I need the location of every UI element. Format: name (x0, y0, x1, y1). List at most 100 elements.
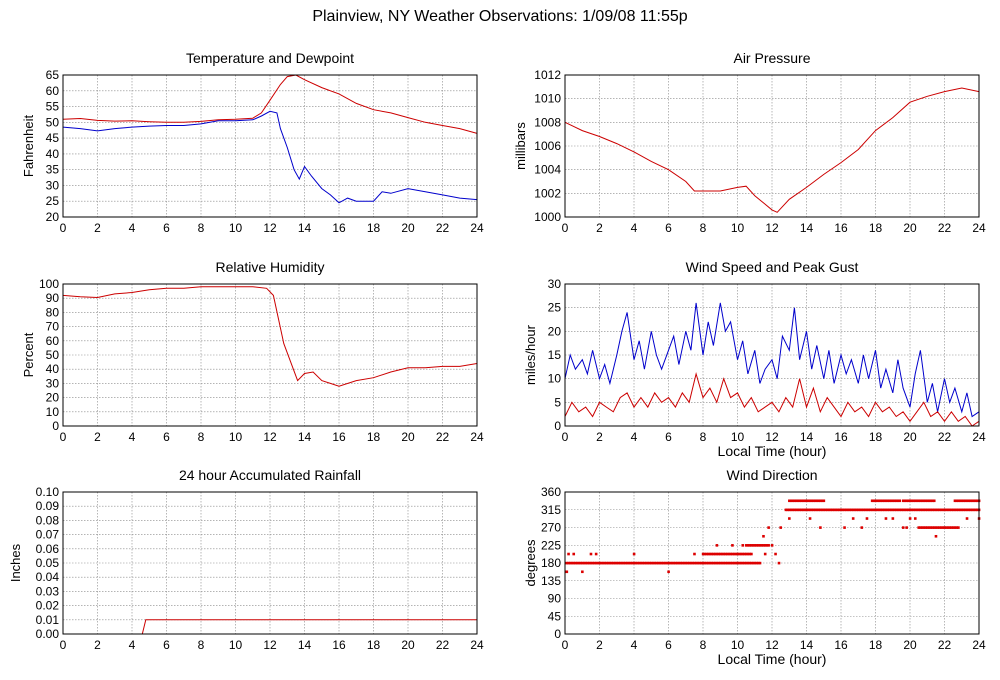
y-tick-label: 5 (554, 395, 561, 409)
data-point (922, 508, 926, 512)
data-point (908, 499, 912, 503)
chart-title: Relative Humidity (216, 259, 325, 275)
data-point (813, 508, 817, 512)
data-point (808, 508, 812, 512)
x-tick-label: 10 (731, 221, 745, 235)
y-axis-label: miles/hour (523, 324, 538, 385)
data-point (596, 561, 600, 565)
data-point (876, 499, 879, 503)
data-point (898, 508, 902, 512)
data-point (746, 552, 750, 556)
data-point (934, 526, 938, 529)
data-point (751, 544, 755, 547)
data-point (625, 561, 629, 565)
y-axis-label: Inches (8, 543, 23, 582)
data-point (872, 508, 876, 512)
data-point (681, 561, 684, 565)
data-point (791, 499, 795, 503)
x-tick-label: 22 (938, 638, 952, 652)
data-point (891, 508, 895, 512)
x-tick-label: 8 (700, 221, 707, 235)
data-point (763, 544, 767, 547)
data-point (926, 508, 929, 512)
data-point (926, 526, 929, 529)
x-tick-label: 22 (436, 638, 450, 652)
data-point (589, 552, 593, 556)
y-tick-label: 20 (46, 391, 60, 405)
data-point (720, 561, 724, 565)
data-point (900, 508, 903, 512)
data-point (667, 561, 670, 565)
data-point (912, 499, 915, 503)
data-point (819, 499, 822, 503)
data-point (637, 561, 641, 565)
x-tick-label: 10 (731, 430, 745, 444)
data-point (600, 561, 603, 565)
data-point (622, 561, 626, 565)
data-point (765, 544, 769, 547)
data-point (913, 508, 917, 512)
data-point (708, 552, 712, 556)
data-point (703, 561, 707, 565)
data-point (591, 561, 594, 565)
data-point (938, 526, 941, 529)
data-point (760, 544, 764, 547)
data-point (644, 561, 648, 565)
data-point (870, 499, 874, 503)
data-point (957, 526, 960, 529)
data-point (889, 508, 893, 512)
data-point (753, 544, 757, 547)
data-point (634, 561, 638, 565)
data-point (746, 544, 750, 547)
x-tick-label: 14 (298, 430, 312, 444)
data-point (570, 561, 574, 565)
data-point (815, 508, 819, 512)
data-point (798, 508, 801, 512)
data-point (627, 561, 631, 565)
x-tick-label: 22 (938, 430, 952, 444)
data-point (962, 508, 965, 512)
data-point (572, 552, 576, 556)
y-tick-label: 0 (52, 419, 59, 433)
data-point (870, 508, 874, 512)
x-tick-label: 18 (869, 430, 883, 444)
data-point (817, 508, 820, 512)
data-point (650, 561, 653, 565)
data-point (917, 499, 921, 503)
data-point (810, 499, 814, 503)
data-point (677, 561, 681, 565)
x-tick-label: 18 (367, 221, 381, 235)
data-point (708, 561, 712, 565)
data-point (974, 508, 977, 512)
data-point (965, 517, 969, 520)
y-tick-label: 0.05 (36, 556, 60, 570)
data-point (717, 552, 720, 556)
data-point (872, 499, 876, 503)
data-point (817, 499, 820, 503)
data-point (976, 508, 979, 512)
data-point (812, 499, 815, 503)
y-tick-label: 25 (548, 301, 562, 315)
x-tick-label: 24 (972, 638, 986, 652)
data-point (829, 508, 833, 512)
data-point (805, 499, 808, 503)
plot-frame (62, 74, 478, 218)
data-point (941, 526, 945, 529)
data-point (901, 526, 905, 529)
data-point (762, 544, 765, 547)
data-point (895, 499, 898, 503)
data-point (605, 561, 608, 565)
data-point (686, 561, 689, 565)
x-tick-label: 0 (60, 221, 67, 235)
x-tick-label: 20 (903, 638, 917, 652)
data-point (796, 508, 800, 512)
y-tick-label: 0.00 (36, 627, 60, 641)
data-point (919, 526, 922, 529)
data-point (881, 508, 884, 512)
data-point (779, 526, 783, 529)
y-tick-label: 80 (46, 305, 60, 319)
data-point (932, 526, 936, 529)
data-point (565, 570, 569, 574)
data-point (898, 499, 902, 503)
